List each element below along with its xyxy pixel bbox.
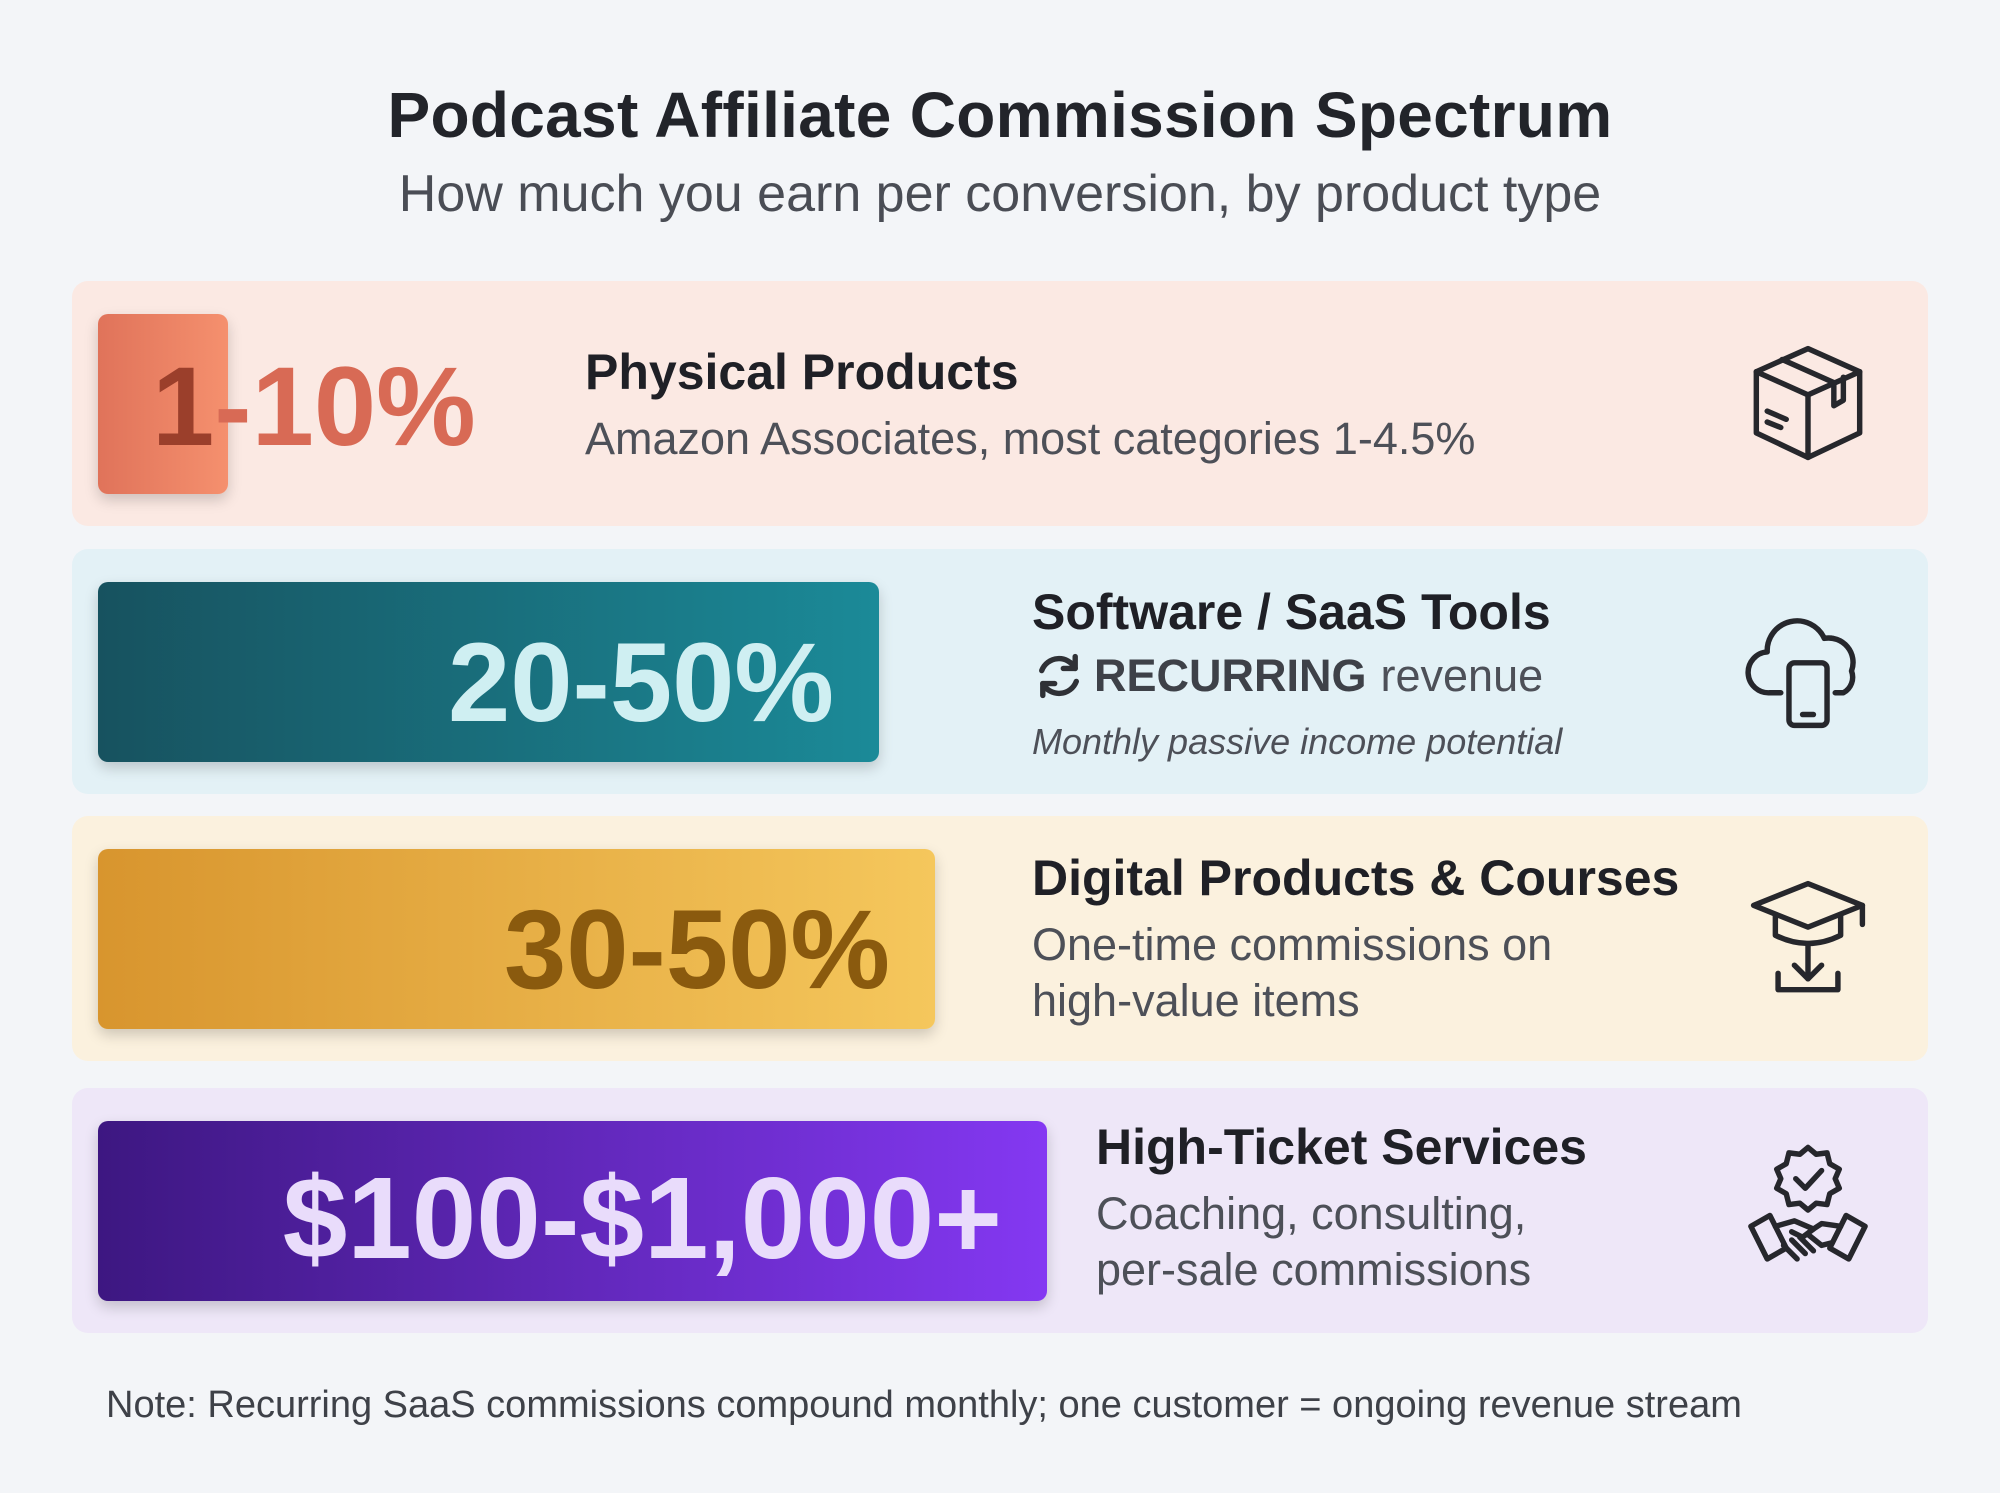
tier-title: Physical Products: [585, 344, 1019, 400]
tier-description: Coaching, consulting, per-sale commissio…: [1096, 1188, 1532, 1295]
commission-value: $100-$1,000+: [282, 1153, 1002, 1283]
graduation-cap-download-icon: [1740, 870, 1876, 1006]
tier-title: High-Ticket Services: [1096, 1119, 1587, 1175]
tier-description: Amazon Associates, most categories 1-4.5…: [585, 413, 1476, 464]
commission-bar: [98, 849, 935, 1029]
commission-bar: [98, 1121, 1047, 1301]
commission-value: 1-10%: [152, 344, 476, 469]
page-title: Podcast Affiliate Commission Spectrum: [387, 79, 1613, 151]
tier-row-saas-tools: 20-50% Software / SaaS Tools RECURRING r…: [72, 549, 1928, 794]
page-subtitle: How much you earn per conversion, by pro…: [398, 165, 1602, 223]
recurring-label: RECURRING revenue: [1032, 649, 1543, 703]
footer-note: Note: Recurring SaaS commissions compoun…: [106, 1384, 1742, 1426]
commission-bar: [98, 582, 879, 762]
commission-bar: [98, 314, 228, 494]
tier-note: Monthly passive income potential: [1032, 721, 1563, 762]
tier-row-high-ticket: $100-$1,000+ High-Ticket Services Coachi…: [72, 1088, 1928, 1333]
tier-title: Digital Products & Courses: [1032, 850, 1680, 906]
commission-value: 30-50%: [503, 887, 890, 1012]
handshake-badge-icon: [1740, 1142, 1876, 1278]
refresh-icon: [1039, 653, 1079, 699]
package-box-icon: [1740, 335, 1876, 471]
commission-value: 20-50%: [447, 620, 834, 745]
tier-title: Software / SaaS Tools: [1032, 584, 1551, 640]
tier-row-digital-products: 30-50% Digital Products & Courses One-ti…: [72, 816, 1928, 1061]
tier-description: One-time commissions on high-value items: [1032, 919, 1553, 1026]
tier-row-physical-products: 1-10% Physical Products Amazon Associate…: [72, 281, 1928, 526]
cloud-phone-icon: [1740, 603, 1876, 739]
